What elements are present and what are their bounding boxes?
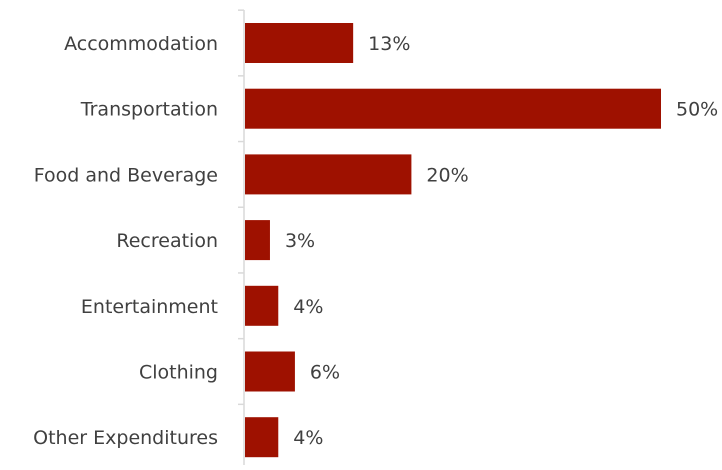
category-label: Transportation	[80, 99, 218, 121]
bar-other-expenditures	[245, 417, 279, 458]
value-label: 3%	[285, 230, 315, 252]
category-label: Accommodation	[64, 33, 218, 55]
value-label: 20%	[426, 164, 468, 186]
value-label: 4%	[293, 427, 323, 449]
value-label-layer: 13% 50% 20% 3% 4% 6% 4%	[285, 33, 718, 449]
value-label: 4%	[293, 296, 323, 318]
category-label: Recreation	[116, 230, 218, 252]
bar-transportation	[245, 88, 661, 129]
bar-clothing	[245, 351, 295, 392]
category-label-layer: Accommodation Transportation Food and Beve…	[33, 33, 218, 449]
category-label: Entertainment	[81, 296, 218, 318]
axis-layer	[238, 9, 245, 465]
bar-food-and-beverage	[245, 154, 412, 195]
bar-entertainment	[245, 285, 279, 326]
bar-layer	[245, 23, 661, 458]
category-label: Clothing	[139, 362, 218, 384]
value-label: 50%	[676, 99, 718, 121]
bar-recreation	[245, 220, 270, 261]
bar-accommodation	[245, 23, 354, 63]
category-label: Food and Beverage	[34, 164, 218, 186]
value-label: 13%	[368, 33, 410, 55]
category-label: Other Expenditures	[33, 427, 218, 449]
value-label: 6%	[310, 362, 340, 384]
